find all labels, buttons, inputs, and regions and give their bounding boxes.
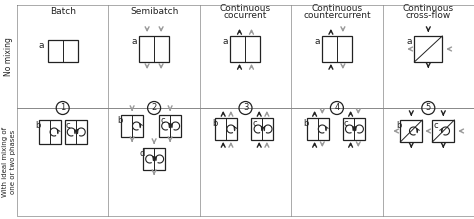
Bar [414, 36, 442, 62]
Bar [139, 36, 169, 62]
Bar [322, 36, 352, 62]
Text: c: c [344, 119, 348, 128]
Bar [121, 115, 143, 137]
Text: 2: 2 [152, 104, 157, 113]
Bar [48, 40, 78, 62]
Bar [432, 120, 454, 142]
Text: a: a [407, 37, 412, 46]
Text: c: c [66, 121, 70, 130]
Text: b: b [303, 119, 309, 128]
Text: With ideal mixing of
one or two phases: With ideal mixing of one or two phases [2, 127, 16, 197]
Text: Continuous: Continuous [403, 4, 454, 13]
Text: c: c [160, 116, 165, 125]
Text: b: b [397, 121, 402, 130]
Text: No mixing: No mixing [4, 37, 13, 76]
Bar [252, 118, 273, 140]
Text: b: b [212, 119, 217, 128]
Text: a: a [39, 41, 45, 50]
Text: c: c [253, 119, 257, 128]
Text: Continuous: Continuous [220, 4, 271, 13]
Text: countercurrent: countercurrent [303, 11, 371, 20]
Bar [307, 118, 329, 140]
Text: cocurrent: cocurrent [224, 11, 267, 20]
Text: Continuous: Continuous [311, 4, 363, 13]
Text: a: a [131, 37, 137, 46]
Text: 3: 3 [243, 104, 248, 113]
Text: b: b [118, 116, 123, 125]
Bar [343, 118, 365, 140]
Text: 1: 1 [60, 104, 65, 113]
Text: a: a [314, 37, 319, 46]
Text: cross-flow: cross-flow [406, 11, 451, 20]
Text: a: a [223, 37, 228, 46]
Text: 5: 5 [426, 104, 431, 113]
Bar [143, 148, 165, 170]
Bar [39, 120, 61, 144]
Text: 4: 4 [334, 104, 339, 113]
Text: d: d [139, 149, 145, 158]
Bar [64, 120, 87, 144]
Text: c: c [433, 121, 438, 130]
Bar [216, 118, 237, 140]
Bar [401, 120, 422, 142]
Text: b: b [35, 121, 40, 130]
Bar [230, 36, 261, 62]
Bar [159, 115, 181, 137]
Text: Batch: Batch [50, 7, 76, 16]
Text: Semibatch: Semibatch [130, 7, 178, 16]
